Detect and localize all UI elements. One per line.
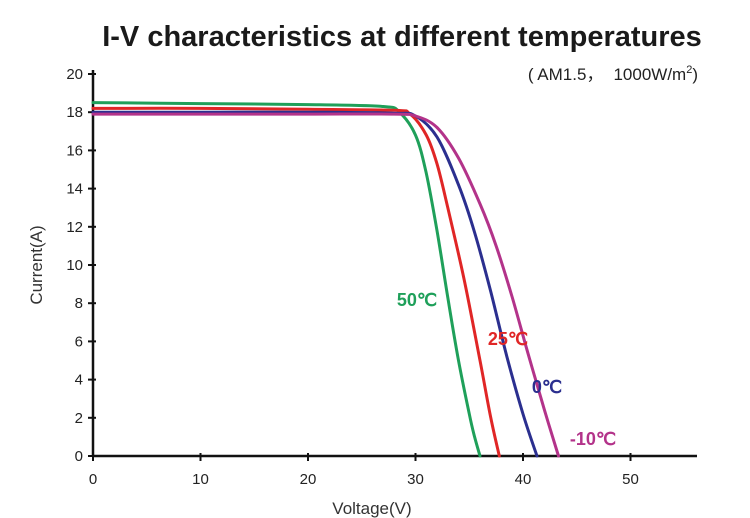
y-tick-label: 4 — [75, 372, 83, 389]
series-line-25c — [91, 106, 501, 458]
x-tick-label: 10 — [192, 471, 209, 488]
series-label-25c: 25℃ — [488, 329, 528, 349]
series-label-50c: 50℃ — [397, 290, 437, 310]
x-tick-label: 30 — [407, 471, 424, 488]
y-tick-label: 8 — [75, 295, 83, 312]
series-line-50c — [91, 101, 482, 458]
series-label-0c: 0℃ — [532, 377, 562, 397]
series-label--10c: -10℃ — [570, 429, 616, 449]
y-tick-label: 2 — [75, 410, 83, 427]
subtitle-prefix: ( AM1.5， — [528, 65, 604, 84]
y-axis-label: Current(A) — [27, 225, 46, 304]
series-labels: 50℃ 25℃ 0℃ -10℃ — [397, 290, 616, 449]
subtitle-superscript: 2 — [686, 64, 692, 76]
y-tick-label: 10 — [66, 257, 83, 274]
y-tick-label: 20 — [66, 66, 83, 83]
chart-title: I-V characteristics at different tempera… — [102, 21, 702, 53]
subtitle-irradiance: 1000W/m — [613, 65, 686, 84]
y-tick-label: 12 — [66, 219, 83, 236]
x-axis-label: Voltage(V) — [332, 499, 411, 518]
y-tick-label: 16 — [66, 142, 83, 159]
x-tick-label: 20 — [300, 471, 317, 488]
chart-subtitle: ( AM1.5， 1000W/m2) — [528, 64, 698, 84]
y-tick-label: 14 — [66, 181, 83, 198]
x-tick-label: 0 — [89, 471, 97, 488]
series-line--10c — [91, 112, 560, 458]
axes: 0 2 4 6 8 10 12 14 16 18 20 0 10 20 30 40 50 — [66, 66, 697, 488]
x-tick-label: 40 — [515, 471, 532, 488]
y-tick-label: 6 — [75, 333, 83, 350]
x-tick-label: 50 — [622, 471, 639, 488]
series-line-0c — [91, 110, 539, 458]
y-tick-label: 0 — [75, 448, 83, 465]
series-layer — [91, 101, 560, 458]
y-tick-label: 18 — [66, 104, 83, 121]
subtitle-suffix: ) — [692, 65, 698, 84]
